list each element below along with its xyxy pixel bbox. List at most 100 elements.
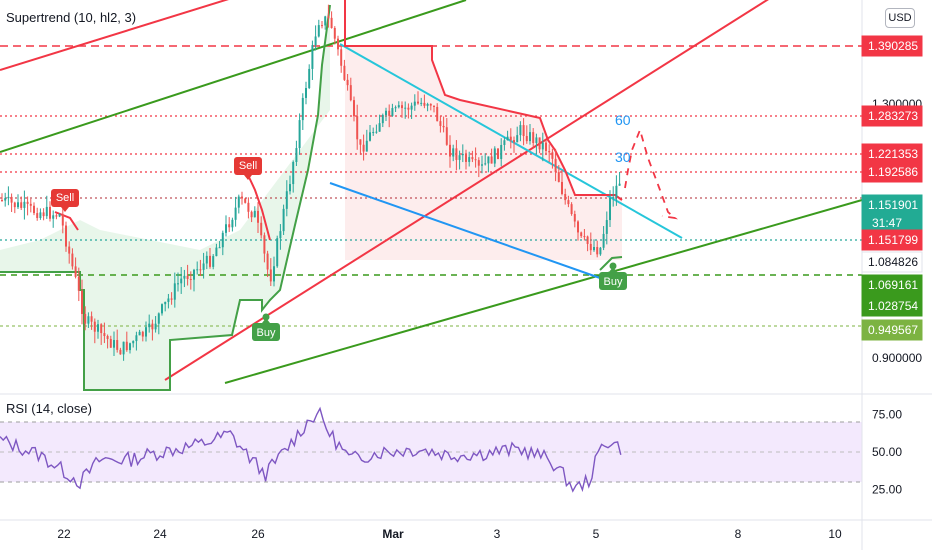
candle-body-80 xyxy=(257,210,259,223)
supertrend-indicator-title[interactable]: Supertrend (10, hl2, 3) xyxy=(3,9,140,26)
candle-body-140 xyxy=(449,144,451,157)
annotation-label-60: 60 xyxy=(615,112,631,128)
candle-body-149 xyxy=(477,160,480,166)
candle-body-1 xyxy=(4,198,7,201)
candle-body-156 xyxy=(500,144,503,159)
time-axis-tick-3: Mar xyxy=(382,527,404,541)
supertrend-green-line-late xyxy=(599,256,623,271)
candle-body-50 xyxy=(161,304,163,314)
candle-body-22 xyxy=(71,253,74,267)
candle-body-82 xyxy=(263,235,266,254)
candle-body-32 xyxy=(103,333,106,337)
price-badge-6[interactable] xyxy=(861,251,923,273)
sell-signal-1-box[interactable] xyxy=(51,189,79,207)
candle-body-163 xyxy=(522,125,525,137)
candle-body-127 xyxy=(407,107,410,110)
candle-body-79 xyxy=(253,210,256,218)
rsi-axis-tick-50: 50.00 xyxy=(872,445,902,459)
candle-body-71 xyxy=(228,224,231,228)
candle-body-182 xyxy=(583,236,586,238)
candle-body-177 xyxy=(567,200,570,205)
candle-body-96 xyxy=(308,68,311,89)
trendline-upper-green[interactable] xyxy=(0,0,467,153)
candle-body-145 xyxy=(465,153,467,162)
candle-body-62 xyxy=(199,269,202,271)
candle-body-63 xyxy=(202,263,205,270)
price-badge-7[interactable] xyxy=(861,274,923,296)
candle-body-109 xyxy=(349,85,352,101)
candle-body-166 xyxy=(532,132,535,143)
candle-body-134 xyxy=(429,103,432,106)
candle-body-173 xyxy=(554,158,557,173)
buy-signal-1-box[interactable] xyxy=(252,323,280,341)
price-badge-4[interactable] xyxy=(861,194,923,236)
candle-body-141 xyxy=(452,148,455,157)
price-badge-text-0: 1.390285 xyxy=(868,39,918,53)
candle-body-53 xyxy=(170,298,173,300)
buy-signal-2-box[interactable] xyxy=(599,272,627,290)
candle-body-150 xyxy=(481,164,483,166)
rsi-axis-tick-75: 75.00 xyxy=(872,408,902,422)
time-axis-tick-0: 22 xyxy=(57,527,71,541)
candle-body-76 xyxy=(244,198,247,203)
candle-body-5 xyxy=(17,202,19,208)
candle-body-27 xyxy=(87,316,90,324)
candle-body-186 xyxy=(596,247,599,255)
candle-body-78 xyxy=(250,211,253,218)
buy-signal-2-dot xyxy=(609,262,617,270)
price-badge-5[interactable] xyxy=(861,229,923,251)
candle-body-180 xyxy=(577,221,579,233)
candle-body-112 xyxy=(359,139,362,145)
candle-body-189 xyxy=(605,220,608,234)
candle-body-95 xyxy=(305,88,307,98)
candle-body-137 xyxy=(439,121,442,126)
price-badge-1[interactable] xyxy=(861,105,923,127)
candle-body-118 xyxy=(378,123,381,132)
candle-body-185 xyxy=(593,247,595,251)
candle-body-38 xyxy=(122,341,125,355)
time-axis-tick-6: 8 xyxy=(735,527,742,541)
candle-body-17 xyxy=(55,215,58,217)
candle-body-67 xyxy=(215,247,218,257)
candle-body-117 xyxy=(375,131,378,133)
currency-button[interactable]: USD xyxy=(885,8,915,28)
candle-body-64 xyxy=(205,255,208,264)
price-badge-0[interactable] xyxy=(861,35,923,57)
price-badge-9[interactable] xyxy=(861,319,923,341)
rsi-axis-tick-25: 25.00 xyxy=(872,483,902,497)
candle-body-81 xyxy=(260,222,263,236)
candle-body-43 xyxy=(138,331,141,336)
candle-body-144 xyxy=(461,153,464,156)
candle-body-29 xyxy=(93,321,96,332)
candle-body-7 xyxy=(23,201,26,208)
candle-body-21 xyxy=(68,246,71,254)
price-badge-3[interactable] xyxy=(861,161,923,183)
candle-body-69 xyxy=(221,232,224,248)
candle-body-28 xyxy=(90,316,93,322)
candle-body-123 xyxy=(394,107,397,109)
candle-body-61 xyxy=(196,269,199,271)
annotation-label-30: 30 xyxy=(615,149,631,165)
candle-body-108 xyxy=(346,79,349,86)
candle-body-54 xyxy=(173,283,176,300)
candle-body-42 xyxy=(135,335,138,342)
trendline-upper-red[interactable] xyxy=(0,0,290,71)
projection-path[interactable] xyxy=(624,127,678,220)
trendline-falling-blue[interactable] xyxy=(329,182,601,279)
candle-body-113 xyxy=(362,144,365,152)
time-axis-tick-1: 24 xyxy=(153,527,167,541)
rsi-indicator-title[interactable]: RSI (14, close) xyxy=(3,400,95,417)
buy-signal-1-pointer xyxy=(262,318,270,323)
sell-signal-2-box[interactable] xyxy=(234,157,262,175)
buy-signal-1-text: Buy xyxy=(257,327,276,339)
candle-body-56 xyxy=(180,278,183,284)
price-badge-text-5: 1.151799 xyxy=(868,233,918,247)
price-badge-8[interactable] xyxy=(861,295,923,317)
supertrend-green-line xyxy=(0,4,331,391)
candle-body-179 xyxy=(573,213,576,222)
candle-body-84 xyxy=(269,269,272,282)
candle-body-115 xyxy=(369,132,371,141)
trendline-lower-green[interactable] xyxy=(224,199,863,384)
candle-body-10 xyxy=(33,205,35,214)
